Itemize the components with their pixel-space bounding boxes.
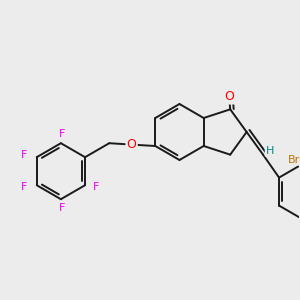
Text: F: F (59, 203, 65, 213)
Text: O: O (224, 90, 234, 103)
Text: H: H (266, 146, 274, 156)
Text: F: F (59, 129, 65, 139)
Text: F: F (93, 182, 99, 192)
Text: Br: Br (288, 154, 300, 165)
Text: F: F (21, 182, 28, 192)
Text: O: O (127, 138, 136, 151)
Text: F: F (21, 150, 28, 160)
